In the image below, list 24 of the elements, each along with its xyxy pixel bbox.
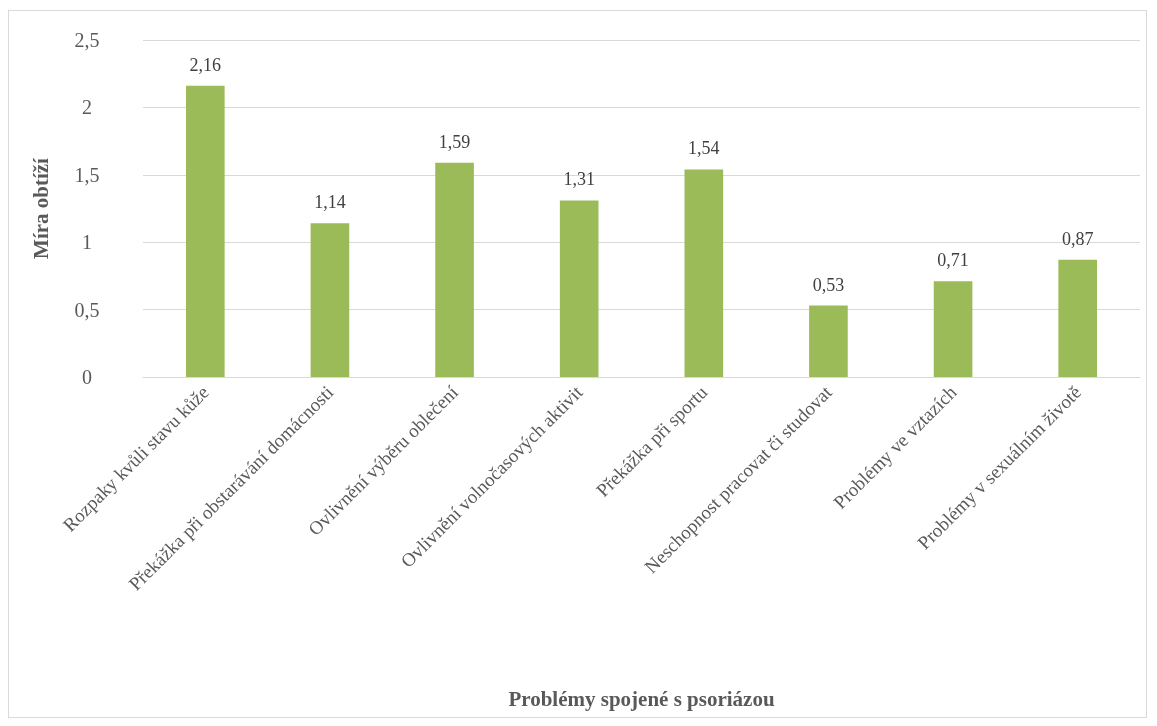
y-tick-label: 1 [82,231,92,254]
data-label: 1,59 [438,131,471,152]
y-tick-label: 2 [82,96,92,119]
y-axis-title: Míra obtíží [28,156,53,259]
bar [684,169,724,377]
y-tick-label: 2,5 [74,29,100,51]
data-label: 0,71 [937,250,969,271]
data-label: 2,16 [189,54,222,75]
data-label: 0,53 [812,274,845,295]
bar [186,85,225,377]
bar [559,200,599,377]
y-tick-label: 0 [82,366,92,388]
y-tick-label: 0,5 [74,298,100,321]
data-label: 1,31 [563,169,595,190]
x-axis-title: Problémy spojené s psoriázou [508,686,775,711]
y-tick-label: 1,5 [74,163,100,186]
bar [435,162,474,377]
data-label: 0,87 [1061,228,1094,249]
data-label: 1,54 [688,138,720,159]
data-label: 1,14 [314,192,346,213]
bar [310,223,350,377]
bar [809,305,848,377]
bar [1058,259,1097,377]
bar [933,281,973,377]
